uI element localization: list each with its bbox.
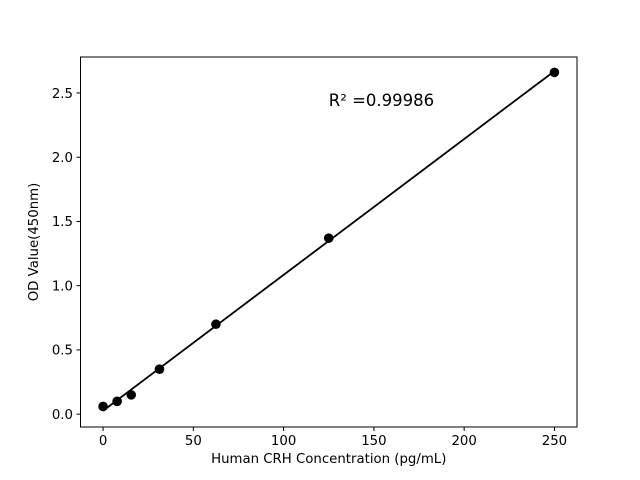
data-point <box>98 401 108 412</box>
y-tick-label: 2.0 <box>52 151 73 166</box>
y-tick-label: 0.5 <box>52 344 73 359</box>
data-point <box>112 396 122 407</box>
data-point <box>323 233 334 243</box>
x-tick-label: 150 <box>361 434 386 449</box>
x-tick-label: 0 <box>99 434 107 449</box>
y-axis-label: OD Value(450nm) <box>27 183 42 302</box>
r-squared-annotation: R² =0.99986 <box>329 91 434 110</box>
y-tick-label: 0.0 <box>52 408 73 423</box>
plot-border <box>80 56 578 428</box>
x-tick-label: 250 <box>542 434 567 449</box>
x-tick-label: 100 <box>271 434 296 449</box>
data-point <box>126 390 137 400</box>
y-tick-label: 1.5 <box>52 215 73 230</box>
y-tick-label: 2.5 <box>52 87 73 102</box>
data-point <box>549 67 560 78</box>
data-point <box>154 364 165 374</box>
x-axis-label: Human CRH Concentration (pg/mL) <box>211 452 446 467</box>
x-tick-label: 200 <box>451 434 476 449</box>
data-point <box>211 319 221 330</box>
x-tick-label: 50 <box>185 434 202 449</box>
y-tick-label: 1.0 <box>52 279 73 294</box>
